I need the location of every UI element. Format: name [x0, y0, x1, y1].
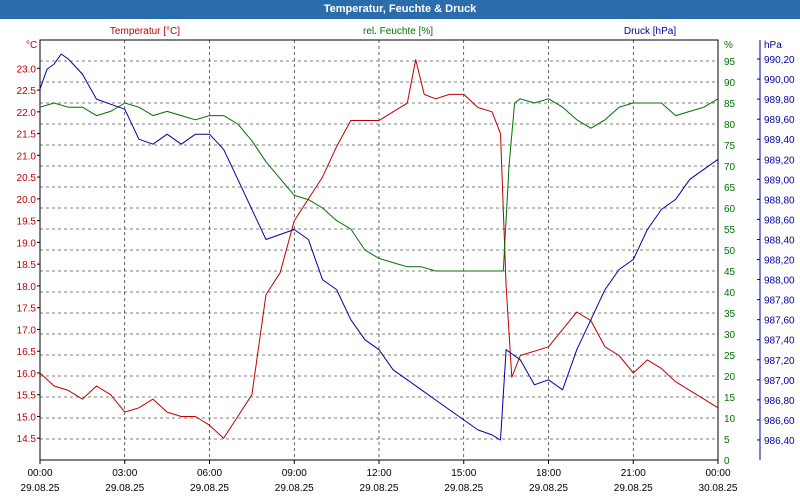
x-tick-time: 21:00 [621, 468, 646, 479]
chart-area: °C Temperatur [°C] rel. Feuchte [%] % Dr… [17, 26, 795, 494]
x-tick-date: 29.08.25 [105, 483, 144, 494]
pressure-tick-label: 990,00 [764, 75, 795, 86]
temperature-tick-label: 19.5 [17, 217, 37, 228]
temperature-tick-label: 15.0 [17, 412, 37, 423]
temperature-tick-label: 22.0 [17, 108, 37, 119]
x-tick-time: 09:00 [282, 468, 307, 479]
x-tick-date: 29.08.25 [275, 483, 314, 494]
temperature-tick-label: 20.5 [17, 173, 37, 184]
humidity-tick-label: 75 [724, 141, 736, 152]
humidity-tick-label: 90 [724, 78, 736, 89]
temperature-axis-unit: °C [26, 40, 37, 51]
pressure-tick-label: 990,20 [764, 55, 795, 66]
humidity-tick-label: 45 [724, 267, 736, 278]
humidity-tick-label: 50 [724, 246, 736, 257]
series-group [39, 53, 719, 441]
humidity-tick-label: 25 [724, 351, 736, 362]
grid [39, 39, 719, 461]
humidity-tick-label: 5 [724, 435, 730, 446]
temperature-tick-label: 21.0 [17, 151, 37, 162]
x-tick-date: 29.08.25 [360, 483, 399, 494]
pressure-tick-label: 988,20 [764, 256, 795, 267]
temperature-axis-label: Temperatur [°C] [110, 26, 180, 37]
temperature-tick-label: 18.0 [17, 282, 37, 293]
humidity-tick-label: 0 [724, 456, 730, 467]
temperature-tick-label: 20.0 [17, 195, 37, 206]
humidity-tick-label: 10 [724, 414, 736, 425]
temperature-tick-label: 16.5 [17, 347, 37, 358]
pressure-tick-label: 987,00 [764, 376, 795, 387]
x-tick-time: 06:00 [197, 468, 222, 479]
pressure-axis-ticks: 986,40 986,60 986,80 987,00 987,20 987,40 987,… [757, 40, 795, 460]
humidity-tick-label: 15 [724, 393, 736, 404]
humidity-tick-label: 85 [724, 99, 736, 110]
x-tick-date: 29.08.25 [614, 483, 653, 494]
temperature-tick-label: 17.5 [17, 304, 37, 315]
x-tick-date: 29.08.25 [190, 483, 229, 494]
humidity-axis-label: rel. Feuchte [%] [363, 26, 433, 37]
temperature-line [39, 59, 719, 439]
humidity-line [39, 98, 719, 272]
temperature-tick-label: 17.0 [17, 325, 37, 336]
humidity-axis-unit: % [724, 40, 733, 51]
humidity-tick-label: 55 [724, 225, 736, 236]
humidity-tick-label: 80 [724, 120, 736, 131]
x-tick-date: 29.08.25 [444, 483, 483, 494]
humidity-tick-label: 70 [724, 162, 736, 173]
x-tick-time: 00:00 [705, 468, 730, 479]
temperature-tick-label: 15.5 [17, 391, 37, 402]
pressure-axis-unit: hPa [764, 40, 782, 51]
pressure-tick-label: 988,00 [764, 276, 795, 287]
temperature-tick-label: 23.0 [17, 64, 37, 75]
pressure-line [39, 53, 719, 441]
pressure-tick-label: 989,40 [764, 135, 795, 146]
pressure-tick-label: 989,00 [764, 175, 795, 186]
chart-title: Temperatur, Feuchte & Druck [0, 0, 800, 19]
temperature-tick-label: 21.5 [17, 130, 37, 141]
temperature-tick-label: 16.0 [17, 369, 37, 380]
pressure-tick-label: 989,80 [764, 95, 795, 106]
humidity-axis-ticks: 0 5 10 15 20 25 30 35 40 45 50 55 60 65 70 75 80 85 90 95 [724, 57, 736, 467]
x-tick-time: 18:00 [536, 468, 561, 479]
humidity-tick-label: 40 [724, 288, 736, 299]
humidity-tick-label: 30 [724, 330, 736, 341]
x-tick-time: 15:00 [451, 468, 476, 479]
x-tick-date: 29.08.25 [529, 483, 568, 494]
pressure-axis-label: Druck [hPa] [624, 26, 676, 37]
pressure-tick-label: 989,20 [764, 155, 795, 166]
pressure-tick-label: 988,60 [764, 215, 795, 226]
pressure-tick-label: 987,60 [764, 316, 795, 327]
x-axis-ticks: 00:00 29.08.25 03:00 29.08.25 06:00 29.08.25 0… [21, 460, 738, 494]
x-tick-time: 03:00 [112, 468, 137, 479]
humidity-tick-label: 65 [724, 183, 736, 194]
temperature-tick-label: 22.5 [17, 86, 37, 97]
temperature-tick-label: 18.5 [17, 260, 37, 271]
pressure-tick-label: 987,40 [764, 336, 795, 347]
humidity-tick-label: 95 [724, 57, 736, 68]
x-tick-date: 30.08.25 [699, 483, 738, 494]
temperature-axis-ticks: 14.5 15.0 15.5 16.0 16.5 17.0 17.5 18.0 18.5 19.0… [17, 64, 40, 445]
humidity-tick-label: 35 [724, 309, 736, 320]
x-tick-date: 29.08.25 [21, 483, 60, 494]
pressure-tick-label: 987,80 [764, 296, 795, 307]
pressure-tick-label: 989,60 [764, 115, 795, 126]
pressure-tick-label: 988,80 [764, 195, 795, 206]
pressure-tick-label: 987,20 [764, 356, 795, 367]
pressure-tick-label: 988,40 [764, 235, 795, 246]
temperature-tick-label: 14.5 [17, 434, 37, 445]
pressure-tick-label: 986,40 [764, 436, 795, 447]
x-tick-time: 00:00 [27, 468, 52, 479]
pressure-tick-label: 986,80 [764, 396, 795, 407]
x-tick-time: 12:00 [366, 468, 391, 479]
humidity-tick-label: 20 [724, 372, 736, 383]
temperature-tick-label: 19.0 [17, 238, 37, 249]
humidity-tick-label: 60 [724, 204, 736, 215]
pressure-tick-label: 986,60 [764, 416, 795, 427]
